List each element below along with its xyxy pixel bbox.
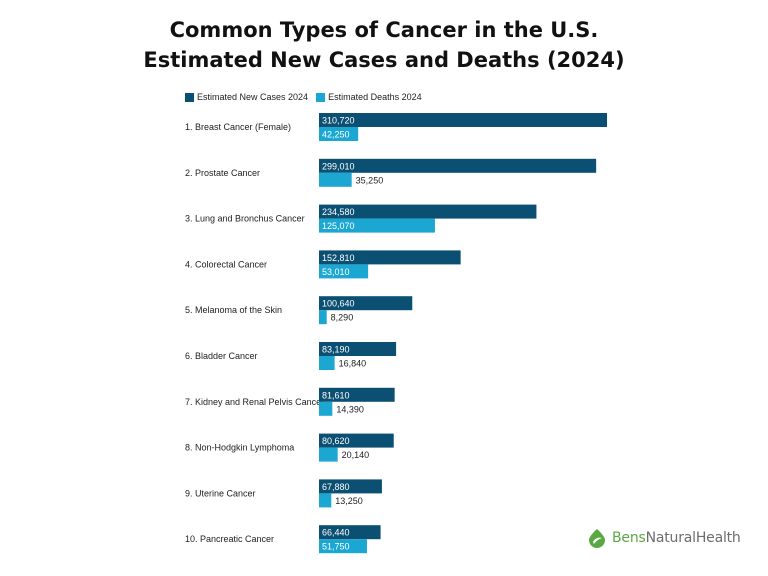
category-label-cat-10: 10. Pancreatic Cancer: [185, 534, 274, 544]
chart-subtitle: Estimated New Cases and Deaths (2024): [143, 48, 625, 72]
value-label-deaths-cat-8: 20,140: [342, 450, 370, 460]
legend-label-new-cases: Estimated New Cases 2024: [197, 92, 309, 102]
bar-deaths-cat-3: [319, 218, 435, 233]
value-label-new-cases-cat-7: 81,610: [322, 390, 350, 400]
brand-text-rest: NaturalHealth: [645, 530, 741, 546]
value-label-new-cases-cat-2: 299,010: [322, 161, 355, 171]
bar-new-cases-cat-10: [319, 525, 381, 540]
brand-logo: BensNaturalHealth: [587, 528, 741, 548]
value-label-deaths-cat-4: 53,010: [322, 267, 350, 277]
value-label-deaths-cat-7: 14,390: [336, 404, 364, 414]
legend: Estimated New Cases 2024 Estimated Death…: [185, 92, 430, 102]
category-label-cat-8: 8. Non-Hodgkin Lymphoma: [185, 443, 294, 453]
bar-new-cases-cat-2: [319, 158, 597, 173]
value-label-deaths-cat-3: 125,070: [322, 221, 355, 231]
bar-deaths-cat-9: [319, 493, 332, 508]
bar-deaths-cat-1: [319, 127, 359, 141]
bar-deaths-cat-2: [319, 172, 352, 187]
bar-new-cases-cat-1: [319, 113, 607, 127]
category-label-cat-1: 1. Breast Cancer (Female): [185, 122, 291, 132]
category-label-cat-4: 4. Colorectal Cancer: [185, 259, 267, 269]
bar-new-cases-cat-6: [319, 342, 397, 356]
value-label-deaths-cat-10: 51,750: [322, 542, 350, 552]
bar-deaths-cat-4: [319, 264, 369, 279]
category-label-cat-3: 3. Lung and Bronchus Cancer: [185, 214, 305, 224]
value-label-new-cases-cat-8: 80,620: [322, 436, 350, 446]
bar-new-cases-cat-7: [319, 387, 395, 402]
chart-title: Common Types of Cancer in the U.S.: [169, 18, 599, 42]
bar-deaths-cat-7: [319, 401, 333, 416]
brand-text-bens: Bens: [612, 530, 646, 546]
legend-label-deaths: Estimated Deaths 2024: [328, 92, 422, 102]
bar-deaths-cat-5: [319, 310, 327, 325]
bar-new-cases-cat-5: [319, 296, 413, 311]
value-label-deaths-cat-1: 42,250: [322, 130, 350, 140]
category-label-cat-2: 2. Prostate Cancer: [185, 168, 260, 178]
value-label-new-cases-cat-3: 234,580: [322, 207, 355, 217]
bar-new-cases-cat-4: [319, 250, 461, 265]
value-label-new-cases-cat-9: 67,880: [322, 482, 350, 492]
value-label-deaths-cat-6: 16,840: [339, 359, 367, 369]
legend-swatch-new-cases: [185, 92, 194, 102]
category-label-cat-5: 5. Melanoma of the Skin: [185, 305, 282, 315]
category-label-cat-7: 7. Kidney and Renal Pelvis Cancer: [185, 397, 324, 407]
value-label-new-cases-cat-10: 66,440: [322, 528, 350, 538]
value-label-deaths-cat-9: 13,250: [335, 496, 363, 506]
bar-deaths-cat-8: [319, 447, 338, 462]
bar-deaths-cat-10: [319, 539, 367, 554]
bar-new-cases-cat-8: [319, 433, 394, 448]
value-label-deaths-cat-5: 8,290: [331, 313, 354, 323]
legend-swatch-deaths: [316, 92, 326, 102]
leaf-drop-icon: [589, 529, 605, 548]
value-label-new-cases-cat-6: 83,190: [322, 345, 350, 355]
bar-deaths-cat-6: [319, 356, 335, 370]
category-label-cat-6: 6. Bladder Cancer: [185, 351, 258, 361]
value-label-new-cases-cat-4: 152,810: [322, 253, 355, 263]
value-label-deaths-cat-2: 35,250: [356, 175, 384, 185]
value-label-new-cases-cat-1: 310,720: [322, 116, 355, 126]
bar-new-cases-cat-3: [319, 204, 537, 219]
bar-new-cases-cat-9: [319, 479, 382, 494]
category-label-cat-9: 9. Uterine Cancer: [185, 488, 256, 498]
value-label-new-cases-cat-5: 100,640: [322, 299, 355, 309]
